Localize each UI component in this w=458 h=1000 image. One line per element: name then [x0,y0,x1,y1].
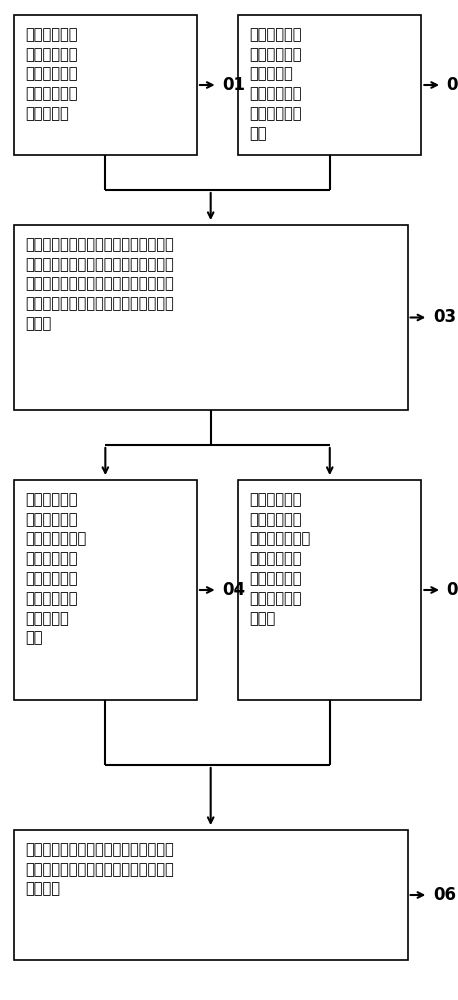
Text: 获取教师课堂
教学行为的标
准视听标识
库，写入系统
授权擦写存储
区；: 获取教师课堂 教学行为的标 准视听标识 库，写入系统 授权擦写存储 区； [250,27,302,141]
Bar [238,480,421,700]
Text: 利用系统中的
存储、显示模
块，实时存储、
显示教师课堂
教学行为的数
字影音信息、
教态对比信
息；: 利用系统中的 存储、显示模 块，实时存储、 显示教师课堂 教学行为的数 字影音信… [25,492,87,646]
Bar [14,830,408,960]
Text: 获取教师课堂
教学行为的实
时视听标识，
将标识写入系
统缓存区；: 获取教师课堂 教学行为的实 时视听标识， 将标识写入系 统缓存区； [25,27,78,121]
Text: 01: 01 [222,76,245,94]
Text: 利用系统中的运算模块及特定算法，获
取视听标识的教态对比信息，将对比信
息写入系统反复擦写存储区，教态对比
信息即为课堂教学行为纠正信息和监管
信息；: 利用系统中的运算模块及特定算法，获 取视听标识的教态对比信息，将对比信 息写入系… [25,237,174,331]
Text: 利用系统中的发布模块，自动出具、上
传、分享、打印教师课堂教学行为的分
析报告。: 利用系统中的发布模块，自动出具、上 传、分享、打印教师课堂教学行为的分 析报告。 [25,842,174,897]
Text: 03: 03 [433,308,456,326]
Text: 06: 06 [433,886,456,904]
Text: 02: 02 [447,76,458,94]
Text: 04: 04 [222,581,245,599]
Bar [14,480,197,700]
Bar [14,15,197,155]
Text: 利用系统中的
控制、网络模
块，自动上传、
分享教师课堂
教学的数字影
音和教态对比
信息；: 利用系统中的 控制、网络模 块，自动上传、 分享教师课堂 教学的数字影 音和教态… [250,492,311,626]
Text: 05: 05 [447,581,458,599]
Bar [14,225,408,410]
Bar [238,15,421,155]
